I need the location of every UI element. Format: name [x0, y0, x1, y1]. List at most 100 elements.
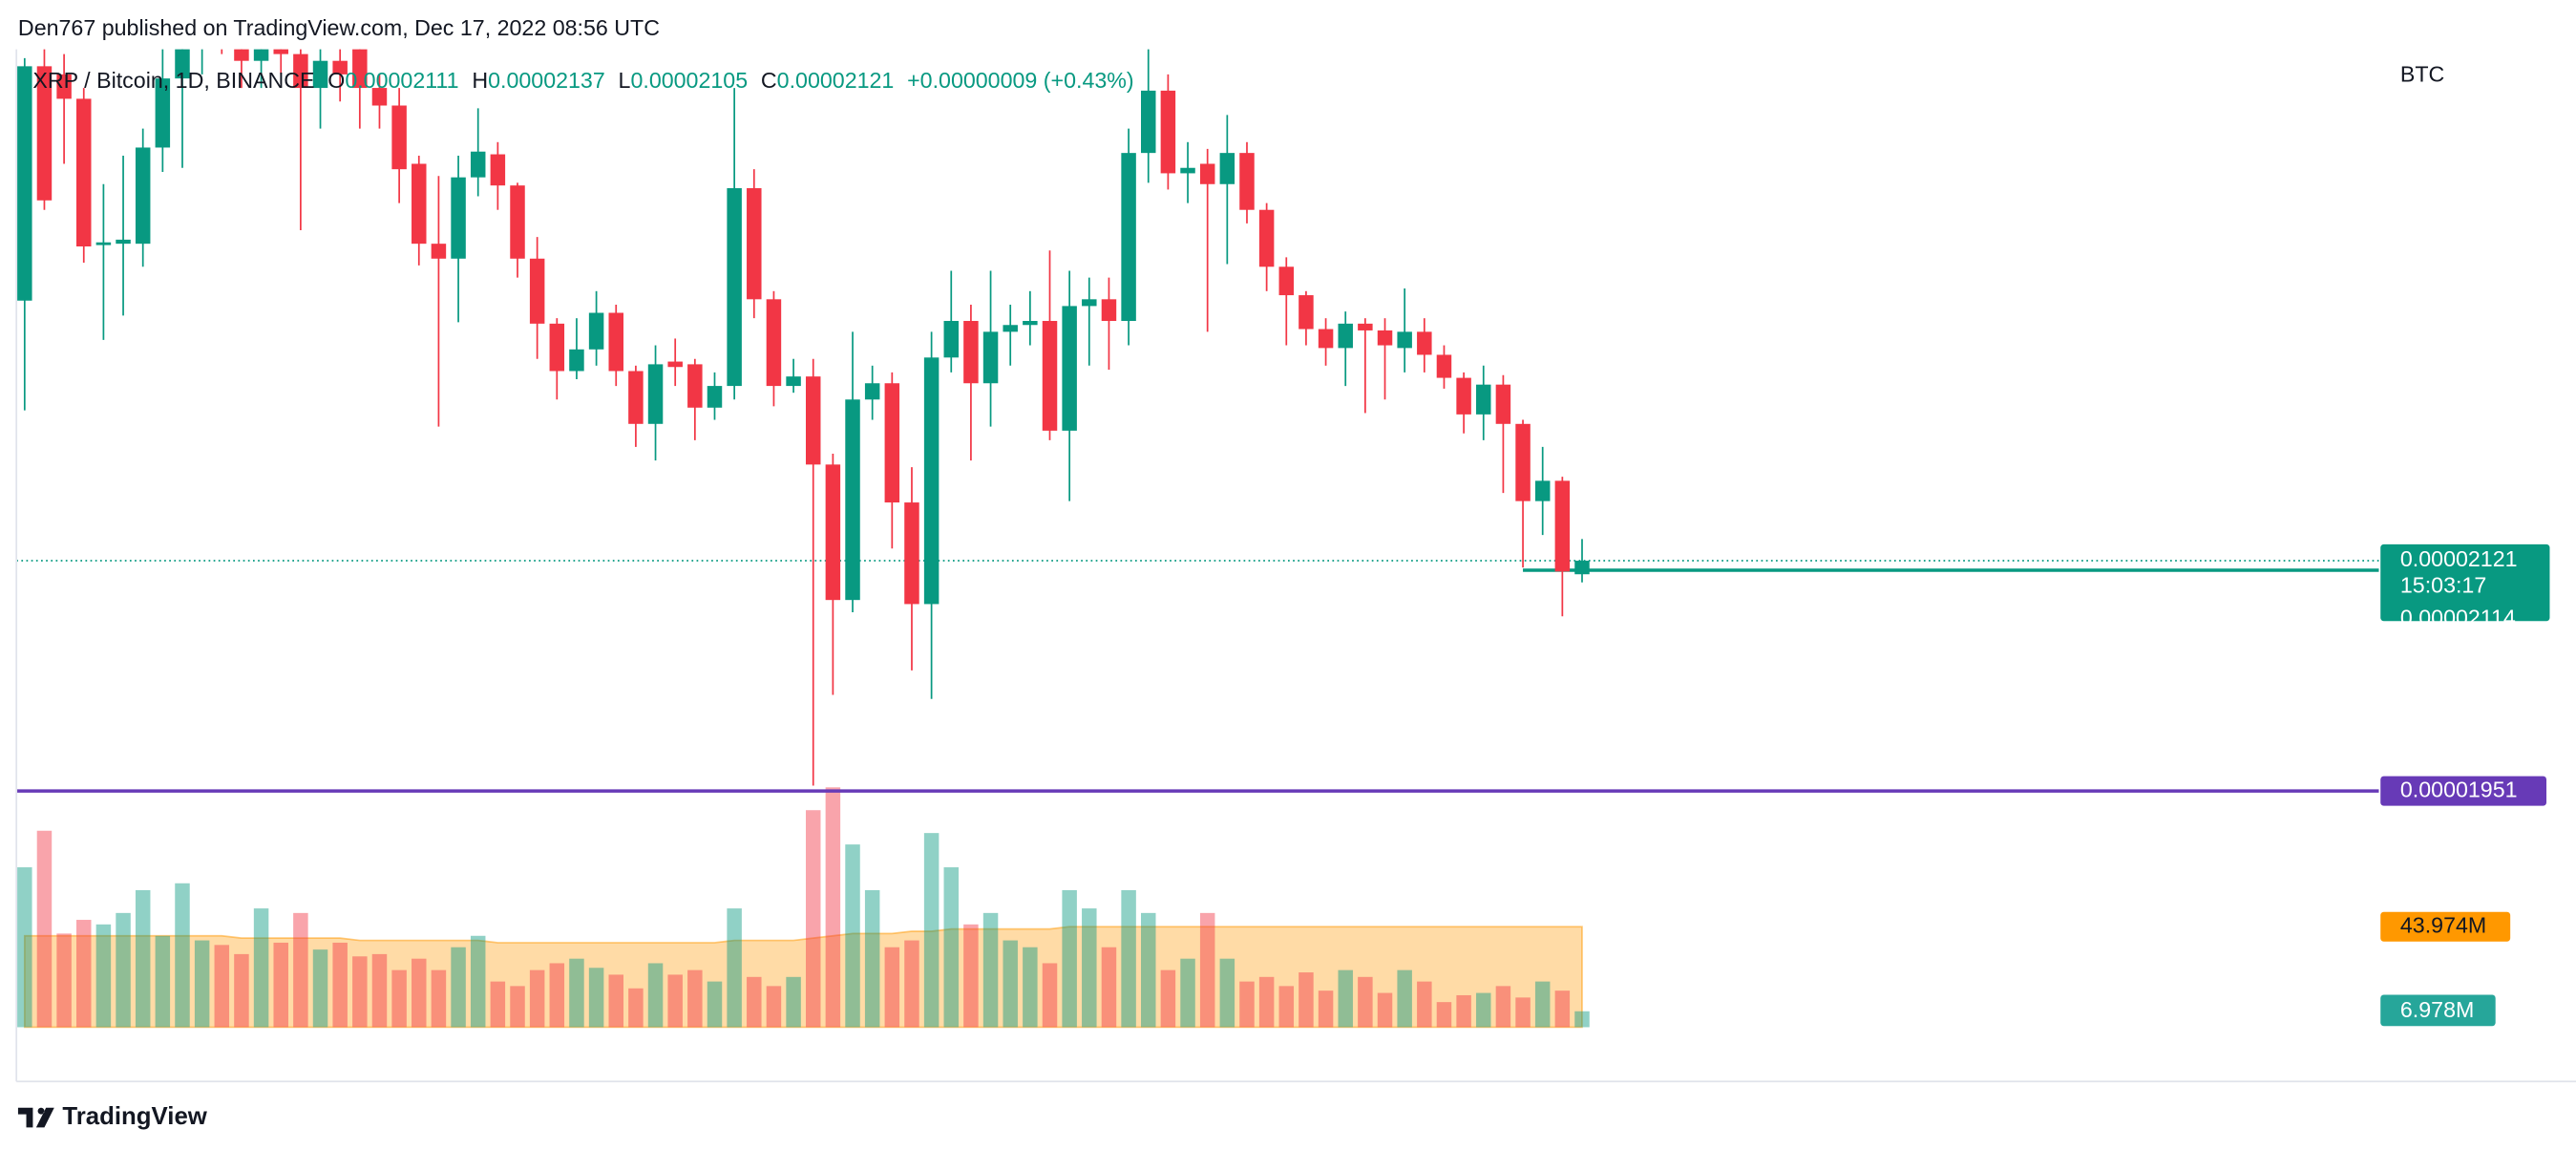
- volume-bar: [628, 988, 644, 1028]
- volume-bar: [864, 889, 880, 1028]
- level-tag: [2380, 776, 2547, 806]
- y-unit: BTC: [2400, 61, 2444, 86]
- volume-bar: [1417, 981, 1432, 1028]
- legend-label: H: [472, 68, 488, 93]
- candle-body: [529, 258, 545, 324]
- candle-body: [76, 98, 92, 247]
- candle-body: [1062, 306, 1077, 431]
- candle-body: [963, 321, 979, 384]
- candle-body: [1515, 423, 1531, 501]
- candle-body: [569, 349, 584, 372]
- candle-body: [982, 331, 999, 384]
- volume-bar: [1338, 969, 1353, 1028]
- volume-bar: [1278, 986, 1295, 1028]
- volume-bar: [1534, 981, 1551, 1028]
- candle-body: [1534, 480, 1551, 501]
- candle-body: [56, 74, 72, 99]
- candle-body: [332, 60, 348, 75]
- candle-body: [273, 49, 288, 54]
- volume-bar: [1160, 969, 1176, 1028]
- volume-bar: [490, 981, 506, 1028]
- volume-bar: [273, 942, 288, 1028]
- volume-bar: [1141, 912, 1156, 1028]
- volume-bar: [1476, 992, 1491, 1028]
- candle-body: [1160, 90, 1176, 174]
- candle-body: [312, 60, 328, 89]
- volume-bar: [1574, 1011, 1590, 1028]
- legend: XRP / Bitcoin, 1D, BINANCE O0.00002111 H0.…: [32, 68, 1133, 93]
- volume-bar: [904, 940, 919, 1028]
- candle-body: [1199, 163, 1215, 184]
- candle-body: [1338, 323, 1353, 349]
- candle-body: [1180, 167, 1195, 174]
- candle-body: [1318, 329, 1334, 349]
- volume-bar: [36, 830, 53, 1028]
- candle-body: [747, 188, 762, 300]
- candle-body: [293, 53, 308, 89]
- volume-bar: [431, 969, 447, 1028]
- volume-bar: [1456, 994, 1471, 1028]
- volume-bar: [1062, 889, 1077, 1028]
- candle-body: [1239, 153, 1255, 210]
- volume-bar: [1515, 997, 1531, 1028]
- volume-bar: [549, 963, 565, 1028]
- candle-body: [864, 383, 880, 400]
- legend-value: 0.00002105: [630, 68, 748, 93]
- candle-body: [1476, 384, 1491, 415]
- volume-bar: [1121, 889, 1136, 1028]
- volume-bar: [963, 924, 979, 1028]
- volume-tag-label: 6.978M: [2400, 997, 2474, 1022]
- candle-body: [707, 386, 723, 408]
- candle-body: [786, 376, 801, 387]
- volume-bar: [214, 945, 230, 1028]
- candle-body: [352, 49, 368, 89]
- footer-logo: [17, 1107, 54, 1128]
- volume-ma-area: [23, 926, 1583, 1029]
- candle-body: [1358, 323, 1373, 330]
- candle-body: [234, 49, 249, 61]
- volume-bar: [135, 889, 151, 1028]
- candle-body: [490, 154, 506, 186]
- volume-bar: [412, 958, 427, 1028]
- legend-label: O: [327, 68, 345, 93]
- volume-bar: [1397, 969, 1412, 1028]
- candle-body: [1121, 153, 1136, 322]
- volume-bar: [1495, 986, 1511, 1028]
- volume-bar: [727, 908, 742, 1028]
- volume-bar: [1299, 972, 1314, 1028]
- volume-bar: [470, 935, 486, 1028]
- legend-value: 0.00002111: [345, 68, 458, 93]
- volume-bar: [1219, 958, 1235, 1028]
- candle-body: [253, 49, 269, 61]
- candle-body: [1042, 321, 1058, 431]
- volume-bar: [510, 986, 525, 1028]
- volume-bar: [1436, 1002, 1452, 1028]
- volume-bar: [371, 953, 388, 1028]
- volume-bar: [451, 947, 466, 1028]
- candle-body: [923, 357, 940, 605]
- candle-body: [391, 105, 407, 170]
- candle-body: [1554, 480, 1571, 572]
- volume-bar: [943, 867, 960, 1028]
- candle-body: [175, 49, 190, 79]
- candle-body: [1456, 377, 1471, 415]
- candle-body: [628, 371, 644, 424]
- candle-body: [1219, 153, 1235, 184]
- volume-bar: [332, 942, 348, 1028]
- candle-body: [608, 312, 623, 372]
- candle-body: [845, 399, 860, 601]
- candle-body: [1417, 331, 1432, 355]
- candle-body: [1377, 330, 1393, 346]
- volume-bar: [116, 912, 131, 1028]
- volume-bar: [805, 810, 821, 1028]
- volume-bar: [234, 953, 249, 1028]
- volume-bar: [1239, 981, 1255, 1028]
- candle-body: [727, 188, 742, 387]
- volume-bar: [312, 949, 328, 1028]
- candle-body: [805, 376, 821, 465]
- volume-bar: [845, 844, 860, 1028]
- price-tag: [2380, 543, 2550, 622]
- volume-bar: [747, 976, 762, 1028]
- candle-body: [766, 299, 782, 387]
